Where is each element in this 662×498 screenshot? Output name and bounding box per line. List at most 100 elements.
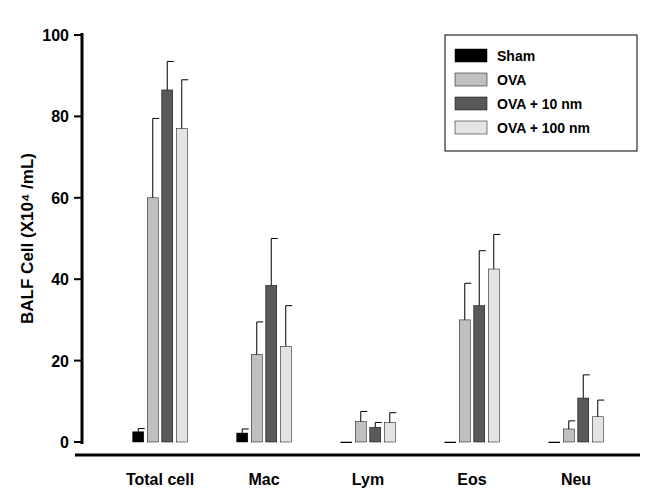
- error-cap: [375, 422, 382, 423]
- error-whisker: [271, 239, 272, 286]
- x-tick-label: Eos: [457, 471, 486, 488]
- legend-swatch: [455, 121, 487, 134]
- y-tick-label: 80: [51, 108, 69, 125]
- bar: [147, 198, 158, 442]
- bar: [266, 285, 277, 442]
- legend-swatch: [455, 49, 487, 62]
- error-whisker: [464, 283, 465, 320]
- bar: [563, 429, 574, 442]
- x-tick-label: Mac: [248, 471, 279, 488]
- error-bar: [138, 429, 145, 432]
- error-whisker: [285, 306, 286, 347]
- error-bar: [465, 283, 472, 320]
- error-whisker: [583, 375, 584, 398]
- error-cap: [479, 250, 486, 251]
- error-cap: [182, 79, 189, 80]
- error-cap: [390, 412, 397, 413]
- x-axis: [75, 454, 640, 457]
- error-bar: [569, 421, 576, 429]
- error-cap: [257, 321, 264, 322]
- bar: [251, 354, 262, 442]
- bar: [474, 306, 485, 442]
- bar: [162, 90, 173, 442]
- error-bar: [583, 375, 590, 398]
- error-whisker: [568, 421, 569, 429]
- error-whisker: [152, 118, 153, 197]
- bar: [384, 422, 395, 442]
- error-bar: [153, 118, 160, 197]
- legend-label: OVA: [497, 72, 526, 88]
- y-axis: [81, 33, 84, 444]
- error-whisker: [597, 400, 598, 417]
- legend-swatch: [455, 97, 487, 110]
- error-bar: [257, 322, 264, 355]
- y-tick: [74, 360, 82, 362]
- bar: [459, 320, 470, 442]
- legend-swatch: [455, 73, 487, 86]
- bar: [592, 417, 603, 442]
- y-tick-label: 20: [51, 353, 69, 370]
- y-tick-label: 0: [60, 434, 69, 451]
- bar: [280, 346, 291, 442]
- error-cap: [598, 400, 605, 401]
- chart: 0 20 40 60 80 100 BALF Cell (X10⁴ /mL) Total ce…: [0, 0, 662, 498]
- error-cap: [153, 118, 160, 119]
- y-axis-label: BALF Cell (X10⁴ /mL): [18, 153, 37, 324]
- bar: [133, 432, 144, 442]
- error-cap: [286, 305, 293, 306]
- error-bar: [167, 61, 174, 89]
- x-tick-label: Neu: [561, 471, 591, 488]
- legend-box: [445, 35, 637, 151]
- legend-label: OVA + 100 nm: [497, 120, 590, 136]
- error-cap: [242, 428, 249, 429]
- bar: [355, 422, 366, 442]
- error-cap: [569, 420, 576, 421]
- error-cap: [361, 411, 368, 412]
- error-bar: [361, 411, 368, 421]
- y-tick-label: 100: [42, 27, 69, 44]
- y-tick: [74, 115, 82, 117]
- bar: [176, 129, 187, 442]
- error-bar: [286, 306, 293, 347]
- error-cap: [138, 428, 145, 429]
- error-whisker: [479, 251, 480, 306]
- error-cap: [494, 234, 501, 235]
- x-tick-label: Total cell: [126, 471, 194, 488]
- error-cap: [583, 374, 590, 375]
- bar: [488, 269, 499, 442]
- y-tick: [74, 197, 82, 199]
- error-bar: [182, 80, 189, 129]
- legend: Sham OVA OVA + 10 nm OVA + 100 nm: [445, 35, 637, 151]
- error-bar: [242, 429, 249, 433]
- error-cap: [465, 283, 472, 284]
- y-tick-label: 40: [51, 271, 69, 288]
- error-whisker: [360, 411, 361, 421]
- error-bar: [598, 400, 605, 417]
- bar: [549, 442, 560, 443]
- legend-label: Sham: [497, 48, 535, 64]
- y-tick: [74, 278, 82, 280]
- error-whisker: [389, 413, 390, 423]
- bar: [341, 442, 352, 443]
- bar: [370, 427, 381, 442]
- y-tick-label: 60: [51, 190, 69, 207]
- y-tick: [74, 34, 82, 36]
- error-whisker: [256, 322, 257, 355]
- bar: [237, 433, 248, 442]
- error-whisker: [375, 422, 376, 427]
- bar: [578, 398, 589, 442]
- error-whisker: [493, 234, 494, 269]
- error-cap: [271, 238, 278, 239]
- error-whisker: [242, 429, 243, 433]
- bar: [445, 442, 456, 443]
- error-whisker: [181, 80, 182, 129]
- error-bar: [271, 239, 278, 286]
- legend-label: OVA + 10 nm: [497, 96, 582, 112]
- error-whisker: [167, 61, 168, 89]
- error-bar: [494, 234, 501, 269]
- error-cap: [167, 61, 174, 62]
- x-tick-label: Lym: [352, 471, 384, 488]
- error-bar: [390, 413, 397, 423]
- error-bar: [375, 422, 382, 427]
- y-tick: [74, 441, 82, 443]
